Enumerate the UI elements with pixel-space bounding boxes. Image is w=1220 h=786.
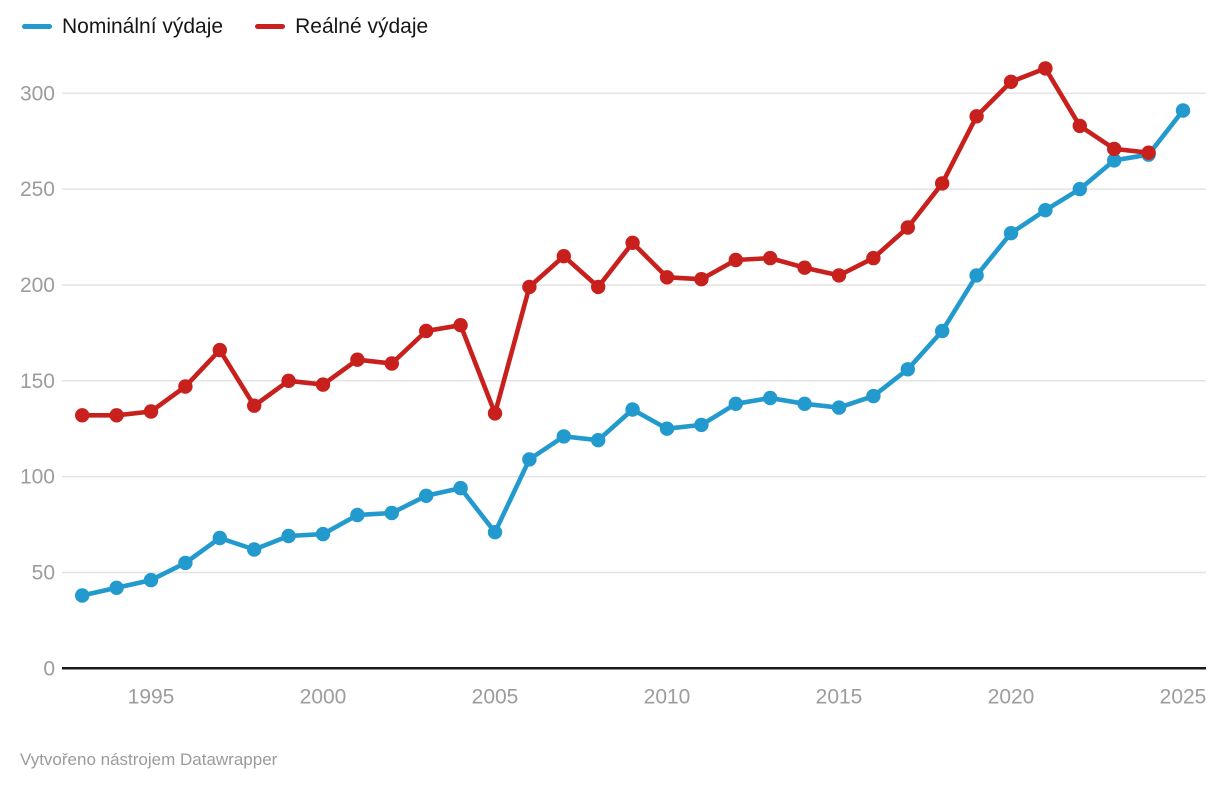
data-point-realne-1998[interactable] (247, 398, 262, 413)
plot-area: 0 50 100 150 200 250 300 1995 2000 2005 2010 2015 20… (20, 61, 1207, 708)
data-point-nominalni-1996[interactable] (178, 555, 193, 571)
data-point-nominalni-2002[interactable] (384, 505, 399, 521)
y-tick-label: 150 (20, 370, 55, 393)
data-point-realne-2020[interactable] (1003, 74, 1019, 90)
data-point-nominalni-2013[interactable] (763, 390, 778, 406)
data-point-realne-2007[interactable] (556, 249, 571, 264)
data-point-realne-1993[interactable] (75, 408, 90, 423)
data-point-nominalni-2005[interactable] (487, 525, 503, 540)
data-point-nominalni-2014[interactable] (797, 396, 812, 411)
y-tick-label: 100 (20, 466, 55, 489)
data-point-realne-2024[interactable] (1141, 145, 1156, 160)
data-point-nominalni-2007[interactable] (556, 429, 571, 444)
data-point-realne-1995[interactable] (143, 404, 159, 419)
data-point-realne-2002[interactable] (384, 356, 399, 371)
data-point-nominalni-2003[interactable] (419, 488, 434, 503)
x-tick-label: 2010 (644, 685, 691, 708)
data-point-nominalni-2017[interactable] (900, 362, 915, 377)
data-point-realne-2000[interactable] (315, 377, 331, 392)
x-tick-label: 2025 (1160, 685, 1207, 708)
y-tick-label: 200 (20, 274, 55, 297)
x-tick-label: 2020 (988, 685, 1035, 708)
data-point-nominalni-2015[interactable] (831, 400, 847, 415)
data-point-realne-2023[interactable] (1107, 141, 1122, 157)
data-point-nominalni-2010[interactable] (659, 421, 675, 436)
data-point-realne-2015[interactable] (831, 268, 847, 283)
x-tick-label: 2015 (816, 685, 863, 708)
series-line-nominalni-vydaje (79, 108, 1186, 598)
data-point-nominalni-2004[interactable] (453, 480, 468, 496)
data-point-realne-2016[interactable] (866, 250, 881, 266)
x-tick-label: 2005 (472, 685, 519, 708)
data-point-realne-2017[interactable] (900, 220, 915, 235)
legend-item-nominal: Nominální výdaje (22, 16, 223, 37)
data-point-realne-2012[interactable] (728, 252, 743, 268)
data-point-nominalni-2018[interactable] (935, 323, 950, 339)
data-point-realne-2011[interactable] (694, 272, 709, 287)
legend-item-real: Reálné výdaje (255, 16, 428, 37)
data-point-realne-2008[interactable] (591, 279, 606, 295)
data-point-nominalni-2023[interactable] (1107, 153, 1122, 168)
data-point-realne-2010[interactable] (659, 270, 675, 285)
data-point-nominalni-2001[interactable] (350, 507, 365, 523)
legend-label-nominal: Nominální výdaje (62, 15, 224, 38)
data-point-realne-2018[interactable] (935, 176, 950, 191)
data-point-realne-2022[interactable] (1072, 118, 1088, 134)
data-point-nominalni-1994[interactable] (109, 580, 124, 595)
y-tick-label: 50 (32, 561, 55, 584)
x-tick-label: 1995 (128, 685, 175, 708)
data-point-nominalni-1998[interactable] (247, 542, 262, 557)
data-point-realne-2005[interactable] (487, 406, 503, 421)
data-point-realne-1999[interactable] (281, 373, 296, 388)
legend: Nominální výdaje Reálné výdaje (22, 16, 428, 37)
data-point-nominalni-1997[interactable] (212, 530, 227, 546)
series-line-realne-vydaje (79, 66, 1151, 418)
data-point-nominalni-2021[interactable] (1038, 203, 1053, 218)
data-point-nominalni-2019[interactable] (969, 268, 984, 283)
x-tick-label: 2000 (300, 685, 347, 708)
data-point-realne-1994[interactable] (109, 408, 124, 423)
data-point-nominalni-2020[interactable] (1003, 226, 1019, 241)
y-tick-label: 0 (43, 657, 55, 680)
data-point-realne-2009[interactable] (625, 235, 640, 250)
data-point-realne-2014[interactable] (797, 260, 812, 275)
data-point-realne-2019[interactable] (969, 109, 984, 124)
data-point-nominalni-2000[interactable] (315, 526, 331, 542)
data-point-nominalni-2011[interactable] (694, 417, 709, 433)
data-point-realne-2001[interactable] (350, 352, 365, 367)
data-point-realne-1997[interactable] (212, 342, 227, 358)
y-tick-label: 250 (20, 178, 55, 201)
data-point-realne-1996[interactable] (178, 379, 193, 394)
data-point-nominalni-2022[interactable] (1072, 181, 1088, 197)
data-point-nominalni-2006[interactable] (522, 452, 537, 467)
data-point-nominalni-2008[interactable] (591, 433, 606, 448)
data-point-nominalni-2025[interactable] (1175, 103, 1191, 118)
data-point-realne-2013[interactable] (763, 250, 778, 266)
data-point-nominalni-1993[interactable] (75, 588, 90, 603)
data-point-nominalni-2009[interactable] (625, 402, 640, 417)
data-point-realne-2004[interactable] (453, 318, 468, 333)
data-point-realne-2021[interactable] (1038, 61, 1053, 76)
data-point-nominalni-2016[interactable] (866, 388, 881, 404)
y-tick-label: 300 (20, 82, 55, 105)
attribution-text: Vytvořeno nástrojem Datawrapper (20, 750, 278, 769)
data-point-realne-2003[interactable] (419, 323, 434, 339)
legend-label-real: Reálné výdaje (295, 15, 429, 38)
legend-swatch-real-icon (255, 24, 286, 29)
data-point-nominalni-2012[interactable] (728, 396, 743, 411)
data-point-realne-2006[interactable] (522, 279, 537, 295)
data-point-nominalni-1995[interactable] (143, 572, 159, 588)
legend-swatch-nominal-icon (22, 24, 52, 29)
data-point-nominalni-1999[interactable] (281, 528, 296, 544)
